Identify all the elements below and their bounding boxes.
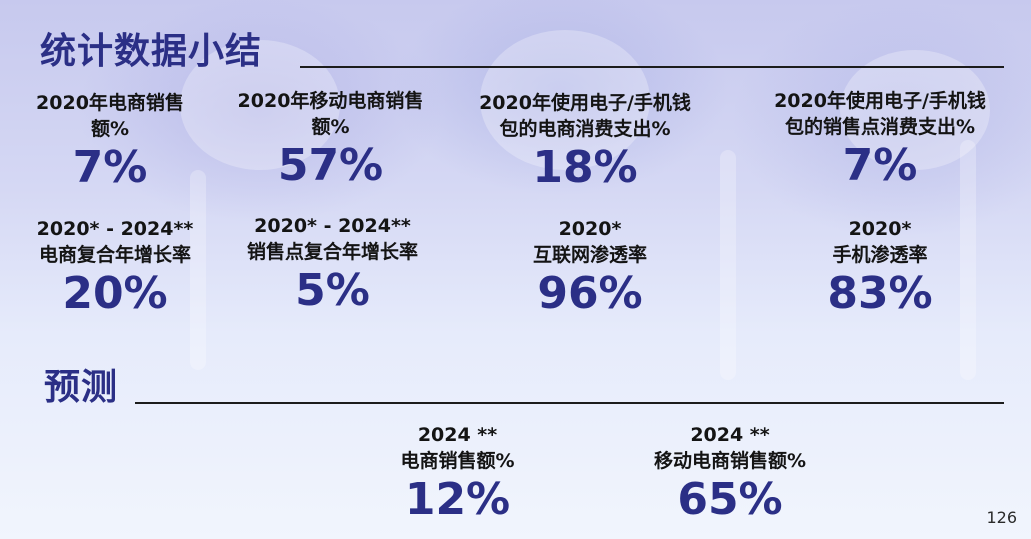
forecast-mobile-ecommerce-sales: 2024 ** 移动电商销售额% 65% <box>630 422 830 524</box>
stat-value: 18% <box>532 142 638 193</box>
background-pillar <box>960 140 976 380</box>
stat-label-line: 2020* - 2024** <box>254 215 411 237</box>
stat-label-line: 包的销售点消费支出% <box>784 116 976 138</box>
stat-value: 65% <box>677 474 783 525</box>
stat-label-line: 2024 ** <box>417 424 498 446</box>
forecast-title: 预测 <box>44 367 119 408</box>
summary-title: 统计数据小结 <box>40 31 263 72</box>
stat-internet-penetration: 2020* 互联网渗透率 96% <box>490 216 690 318</box>
stat-ewallet-ecommerce-spend: 2020年使用电子/手机钱 包的电商消费支出% 18% <box>455 90 715 192</box>
stat-label-line: 互联网渗透率 <box>532 244 647 266</box>
stat-label-line: 2020* <box>848 218 912 240</box>
stat-label-line: 2020* - 2024** <box>36 218 194 240</box>
stat-label-line: 移动电商销售额% <box>653 450 807 472</box>
stat-label-line: 2020年电商销售 <box>36 92 184 114</box>
stat-value: 7% <box>72 142 148 193</box>
summary-divider <box>300 66 1004 68</box>
page-number: 126 <box>986 508 1017 527</box>
background-dome <box>480 30 650 170</box>
stat-value: 5% <box>295 265 370 316</box>
stat-label-line: 包的电商消费支出% <box>499 118 671 140</box>
stat-value: 57% <box>277 140 384 191</box>
background-pillar <box>190 170 206 370</box>
forecast-ecommerce-sales: 2024 ** 电商销售额% 12% <box>370 422 545 524</box>
stat-mobile-penetration: 2020* 手机渗透率 83% <box>780 216 980 318</box>
stat-label-line: 2020年使用电子/手机钱 <box>479 92 691 114</box>
background-dome <box>840 50 990 170</box>
stat-value: 96% <box>537 268 643 319</box>
stat-label-line: 手机渗透率 <box>832 244 928 266</box>
stat-label-line: 2020* <box>558 218 622 240</box>
background-dome <box>180 40 340 170</box>
stat-label-line: 2020年使用电子/手机钱 <box>774 90 986 112</box>
stat-value: 7% <box>842 140 918 191</box>
forecast-divider <box>135 402 1004 404</box>
stat-label-line: 2020年移动电商销售 <box>237 90 424 112</box>
stat-label-line: 销售点复合年增长率 <box>246 241 418 263</box>
stat-label-line: 电商销售额% <box>400 450 515 472</box>
stat-value: 83% <box>827 268 933 319</box>
stat-label-line: 电商复合年增长率 <box>38 244 191 266</box>
stat-ecommerce-sales: 2020年电商销售 额% 7% <box>15 90 205 192</box>
stat-mobile-ecommerce-sales: 2020年移动电商销售 额% 57% <box>218 88 443 190</box>
stat-label-line: 额% <box>311 116 350 138</box>
stat-value: 12% <box>404 474 511 525</box>
stat-ewallet-pos-spend: 2020年使用电子/手机钱 包的销售点消费支出% 7% <box>750 88 1010 190</box>
stat-ecommerce-cagr: 2020* - 2024** 电商复合年增长率 20% <box>15 216 215 318</box>
stat-pos-cagr: 2020* - 2024** 销售点复合年增长率 5% <box>220 213 445 315</box>
stat-label-line: 额% <box>90 118 130 140</box>
stat-label-line: 2024 ** <box>690 424 770 446</box>
background-pillar <box>720 150 736 380</box>
stat-value: 20% <box>62 268 168 319</box>
